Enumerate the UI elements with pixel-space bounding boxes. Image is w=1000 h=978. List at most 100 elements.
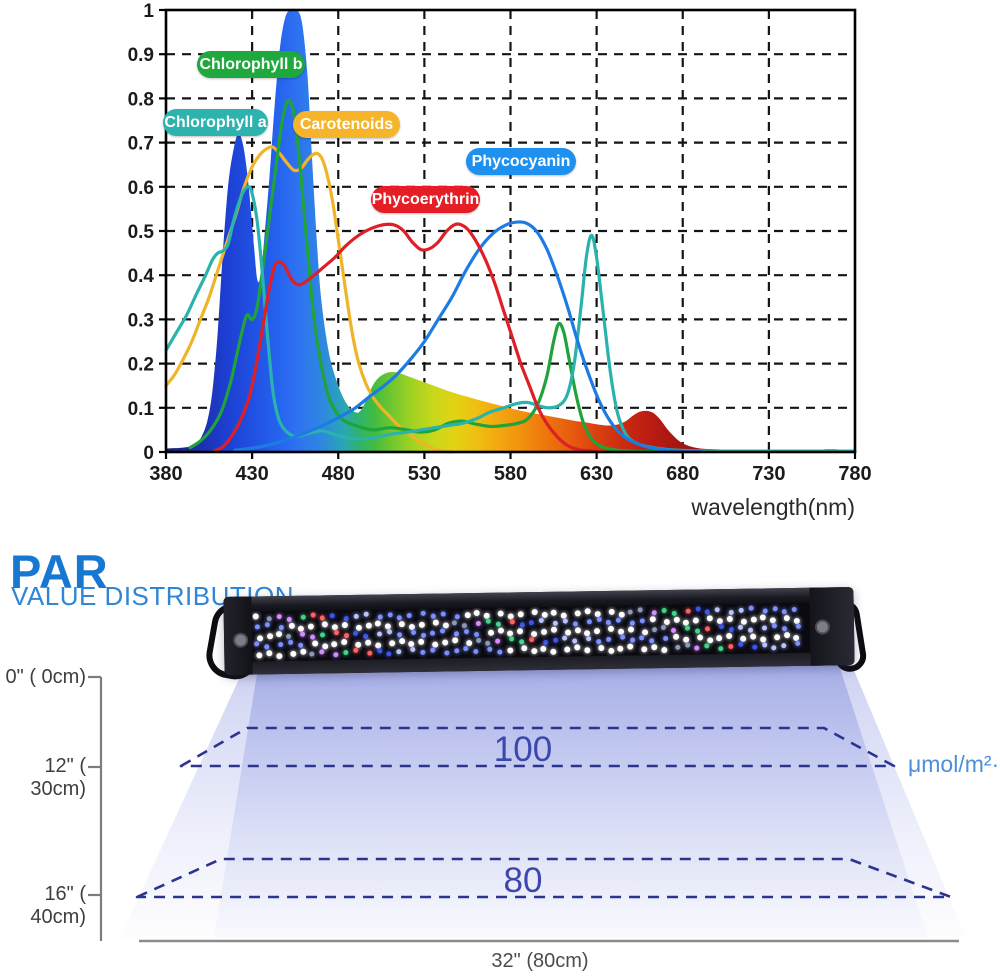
led-dot bbox=[608, 626, 615, 633]
led-dot bbox=[285, 633, 291, 639]
led-dot bbox=[473, 610, 481, 617]
led-dot bbox=[398, 638, 405, 645]
led-dot bbox=[529, 620, 535, 626]
led-dot bbox=[637, 607, 643, 613]
pigment-spectrum-chart: 380 430 480 530 580 630 680 730 780 1 0.9 0.8 0.7 0.6… bbox=[128, 1, 872, 520]
led-dot bbox=[630, 620, 636, 626]
led-dot bbox=[737, 642, 743, 648]
width-label: 32" (80cm) bbox=[491, 950, 589, 972]
led-dot bbox=[495, 638, 501, 644]
led-dot bbox=[476, 620, 482, 626]
led-dot bbox=[389, 640, 396, 647]
led-dot bbox=[651, 627, 657, 633]
led-dot bbox=[652, 609, 658, 616]
led-dot bbox=[596, 638, 602, 644]
led-dot bbox=[608, 608, 615, 616]
led-dot bbox=[697, 634, 704, 641]
led-dot bbox=[453, 648, 460, 654]
led-dot bbox=[519, 621, 525, 627]
led-dot bbox=[454, 631, 460, 637]
led-dot bbox=[740, 618, 748, 625]
led-dot bbox=[761, 642, 767, 648]
led-dot bbox=[661, 625, 667, 631]
led-dot bbox=[615, 617, 621, 623]
led-dot bbox=[795, 641, 801, 647]
led-dot bbox=[560, 612, 567, 619]
led-dot bbox=[343, 632, 349, 638]
led-dot bbox=[769, 617, 776, 624]
led-dot bbox=[605, 636, 611, 642]
led-dot bbox=[276, 631, 283, 638]
led-dot bbox=[307, 623, 314, 630]
par-80-outline bbox=[135, 857, 953, 899]
led-dot bbox=[322, 621, 329, 628]
depth-axis bbox=[88, 675, 103, 941]
led-dot bbox=[552, 637, 558, 643]
led-dot bbox=[319, 649, 325, 655]
series-phycocyanin bbox=[233, 220, 702, 454]
led-dot bbox=[288, 623, 295, 630]
led-light-fixture bbox=[223, 587, 855, 675]
led-dot bbox=[310, 612, 316, 618]
led-dot bbox=[278, 642, 284, 648]
led-dot bbox=[607, 647, 615, 654]
led-dot bbox=[376, 648, 383, 654]
led-dot bbox=[498, 610, 505, 617]
led-dot bbox=[365, 639, 372, 646]
led-dot bbox=[594, 610, 601, 617]
led-dot bbox=[729, 609, 735, 615]
led-dot bbox=[530, 647, 538, 654]
led-dot bbox=[564, 646, 571, 653]
led-dot bbox=[340, 639, 348, 646]
svg-text:1: 1 bbox=[143, 1, 154, 22]
led-dot bbox=[519, 639, 525, 645]
led-dot bbox=[507, 630, 514, 637]
led-dot bbox=[683, 619, 690, 626]
led-dot bbox=[487, 646, 493, 652]
led-dot bbox=[384, 623, 391, 630]
led-dot bbox=[584, 608, 591, 615]
led-dot bbox=[254, 624, 260, 630]
led-dot bbox=[267, 615, 273, 622]
led-dot bbox=[298, 625, 305, 632]
led-dot bbox=[386, 629, 393, 635]
par-unit: μmol/m²·s bbox=[908, 751, 1000, 777]
svg-text:0.1: 0.1 bbox=[128, 399, 155, 420]
led-dot bbox=[386, 650, 392, 656]
led-dot bbox=[750, 633, 757, 640]
led-dot bbox=[461, 622, 467, 628]
led-dot bbox=[540, 646, 547, 653]
led-dot bbox=[639, 618, 645, 624]
led-dot bbox=[375, 620, 382, 627]
led-dot bbox=[331, 623, 338, 631]
led-dot bbox=[725, 633, 733, 640]
led-dot bbox=[353, 631, 359, 637]
led-dot bbox=[418, 638, 425, 646]
led-dot bbox=[396, 649, 402, 655]
led-dot bbox=[497, 649, 503, 655]
led-dot bbox=[575, 610, 582, 617]
led-dot bbox=[439, 628, 445, 634]
led-dot bbox=[550, 627, 557, 634]
led-dot bbox=[483, 612, 490, 619]
light-cone-inner bbox=[214, 656, 928, 938]
led-dot bbox=[333, 651, 339, 657]
led-dot bbox=[374, 642, 381, 649]
led-dot bbox=[791, 606, 797, 613]
par-value-100: 100 bbox=[493, 730, 553, 769]
depth-label-0: 0" ( 0cm) bbox=[5, 666, 86, 688]
led-dot bbox=[627, 609, 634, 615]
led-dot bbox=[367, 650, 373, 656]
led-dot bbox=[362, 633, 368, 639]
led-dot bbox=[682, 636, 689, 643]
led-dot bbox=[365, 622, 372, 629]
led-dot bbox=[692, 617, 699, 624]
par-value-80: 80 bbox=[503, 861, 543, 900]
led-dot bbox=[275, 652, 282, 659]
led-dot bbox=[300, 631, 306, 637]
led-dot bbox=[464, 612, 471, 619]
led-dot bbox=[312, 640, 319, 647]
led-dot bbox=[543, 639, 549, 645]
led-dot bbox=[343, 649, 349, 656]
